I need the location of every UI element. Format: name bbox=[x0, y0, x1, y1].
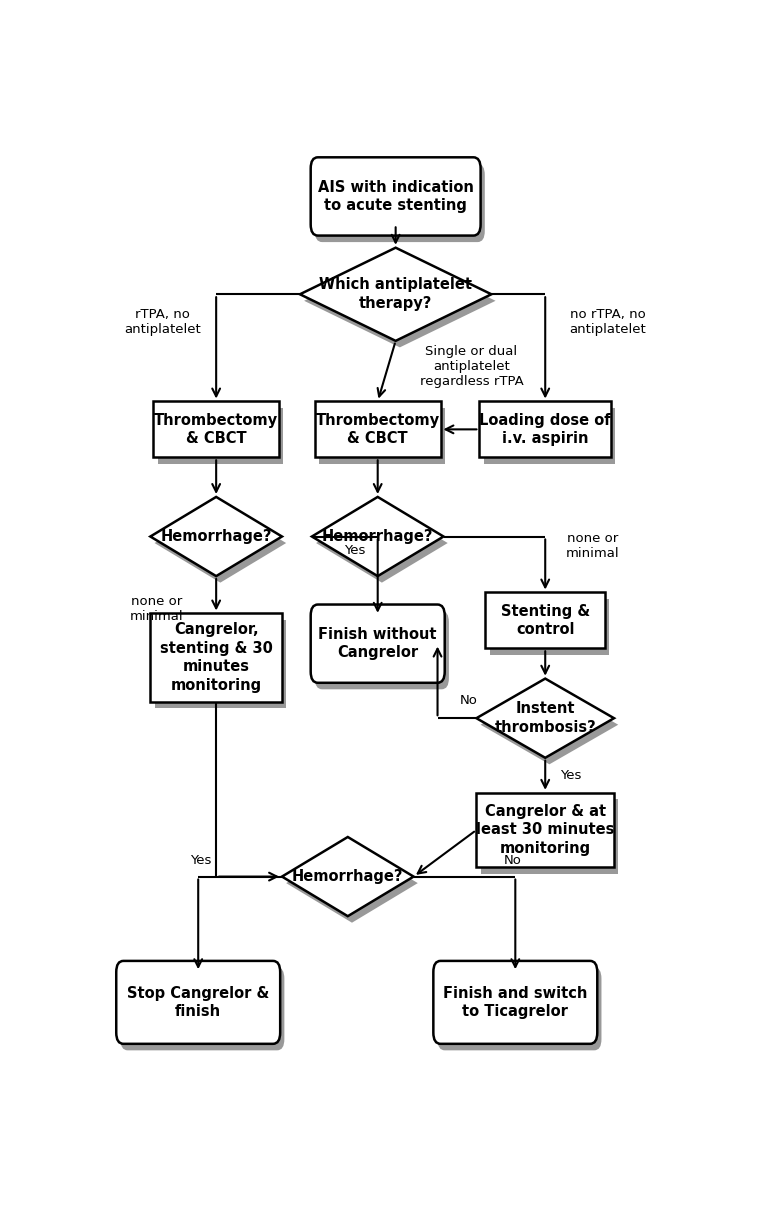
Text: none or
minimal: none or minimal bbox=[566, 532, 620, 560]
Text: Hemorrhage?: Hemorrhage? bbox=[322, 529, 433, 544]
Text: Hemorrhage?: Hemorrhage? bbox=[292, 869, 404, 885]
Text: no rTPA, no
antiplatelet: no rTPA, no antiplatelet bbox=[569, 309, 646, 336]
Text: No: No bbox=[503, 854, 521, 868]
Polygon shape bbox=[316, 503, 448, 583]
FancyBboxPatch shape bbox=[120, 968, 284, 1050]
FancyBboxPatch shape bbox=[117, 961, 280, 1044]
FancyBboxPatch shape bbox=[489, 599, 609, 655]
FancyBboxPatch shape bbox=[157, 408, 283, 463]
FancyBboxPatch shape bbox=[151, 613, 282, 702]
Text: Hemorrhage?: Hemorrhage? bbox=[161, 529, 272, 544]
FancyBboxPatch shape bbox=[315, 402, 441, 457]
Polygon shape bbox=[481, 685, 618, 765]
FancyBboxPatch shape bbox=[310, 605, 445, 682]
FancyBboxPatch shape bbox=[315, 611, 449, 690]
FancyBboxPatch shape bbox=[483, 408, 615, 463]
FancyBboxPatch shape bbox=[486, 593, 605, 649]
FancyBboxPatch shape bbox=[479, 402, 611, 457]
FancyBboxPatch shape bbox=[310, 157, 481, 236]
Polygon shape bbox=[304, 254, 496, 347]
Text: Stenting &
control: Stenting & control bbox=[501, 604, 590, 638]
FancyBboxPatch shape bbox=[481, 800, 618, 874]
Polygon shape bbox=[154, 503, 286, 583]
Text: Cangrelor,
stenting & 30
minutes
monitoring: Cangrelor, stenting & 30 minutes monitor… bbox=[160, 622, 273, 693]
FancyBboxPatch shape bbox=[438, 968, 601, 1050]
FancyBboxPatch shape bbox=[319, 408, 445, 463]
FancyBboxPatch shape bbox=[154, 620, 286, 708]
Text: No: No bbox=[460, 695, 478, 707]
Polygon shape bbox=[286, 843, 418, 923]
Text: Yes: Yes bbox=[344, 544, 366, 557]
Text: Which antiplatelet
therapy?: Which antiplatelet therapy? bbox=[319, 277, 472, 311]
FancyBboxPatch shape bbox=[154, 402, 279, 457]
Text: AIS with indication
to acute stenting: AIS with indication to acute stenting bbox=[318, 179, 473, 213]
Text: Loading dose of
i.v. aspirin: Loading dose of i.v. aspirin bbox=[479, 413, 611, 446]
FancyBboxPatch shape bbox=[433, 961, 598, 1044]
Text: Thrombectomy
& CBCT: Thrombectomy & CBCT bbox=[154, 413, 278, 446]
Text: none or
minimal: none or minimal bbox=[130, 595, 183, 623]
Polygon shape bbox=[151, 497, 282, 576]
Polygon shape bbox=[312, 497, 443, 576]
Text: Yes: Yes bbox=[560, 768, 581, 782]
Polygon shape bbox=[476, 679, 614, 757]
Polygon shape bbox=[282, 837, 414, 916]
Text: Finish without
Cangrelor: Finish without Cangrelor bbox=[319, 627, 437, 661]
Text: Stop Cangrelor &
finish: Stop Cangrelor & finish bbox=[127, 986, 269, 1019]
Text: Single or dual
antiplatelet
regardless rTPA: Single or dual antiplatelet regardless r… bbox=[420, 345, 523, 388]
Text: rTPA, no
antiplatelet: rTPA, no antiplatelet bbox=[124, 309, 201, 336]
Text: Finish and switch
to Ticagrelor: Finish and switch to Ticagrelor bbox=[443, 986, 587, 1019]
Text: Instent
thrombosis?: Instent thrombosis? bbox=[494, 702, 596, 734]
Text: Thrombectomy
& CBCT: Thrombectomy & CBCT bbox=[316, 413, 440, 446]
Polygon shape bbox=[300, 248, 492, 341]
FancyBboxPatch shape bbox=[476, 793, 614, 868]
FancyBboxPatch shape bbox=[315, 163, 485, 242]
Text: Cangrelor & at
least 30 minutes
monitoring: Cangrelor & at least 30 minutes monitori… bbox=[476, 803, 615, 857]
Text: Yes: Yes bbox=[191, 854, 212, 868]
